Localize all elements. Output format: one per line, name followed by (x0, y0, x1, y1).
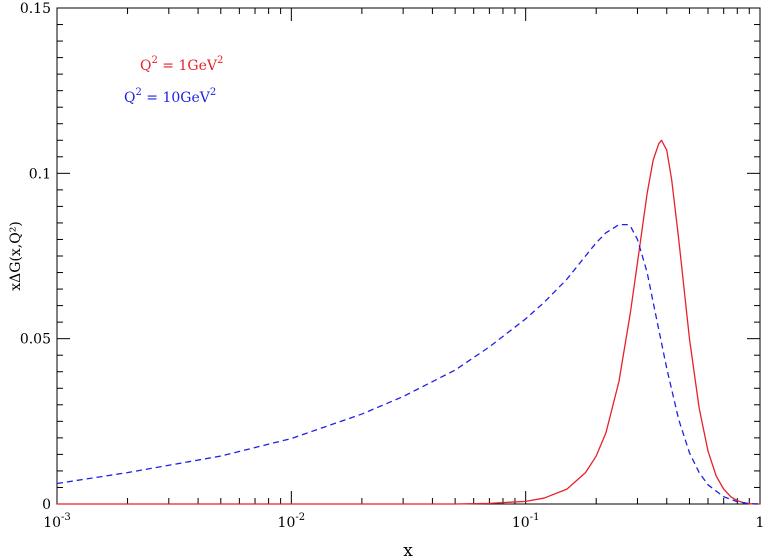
y-tick-label: 0.05 (20, 332, 51, 348)
x-tick-label: 10-3 (43, 512, 71, 531)
x-tick-labels: 10-3 10-2 10-1 1 (43, 512, 763, 531)
axis-ticks (56, 7, 761, 505)
series-group (56, 139, 761, 505)
plot-frame (56, 7, 761, 505)
legend: Q2 = 1GeV2 Q2 = 10GeV2 (124, 55, 223, 106)
y-tick-labels: 0 0.05 0.1 0.15 (20, 1, 51, 513)
x-tick-label: 1 (756, 515, 763, 531)
series-line-q2-1 (57, 139, 760, 505)
y-tick-label: 0.15 (20, 1, 51, 17)
legend-entry: Q2 = 10GeV2 (124, 87, 216, 106)
y-tick-label: 0.1 (29, 166, 51, 182)
x-tick-label: 10-2 (278, 512, 306, 531)
y-axis-label: xΔG(x,Q²) (8, 221, 24, 291)
x-axis-label: x (403, 541, 413, 558)
x-tick-label: 10-1 (512, 512, 540, 531)
series-line-q2-10 (56, 223, 761, 505)
legend-entry: Q2 = 1GeV2 (140, 55, 223, 74)
y-tick-label: 0 (42, 497, 51, 513)
